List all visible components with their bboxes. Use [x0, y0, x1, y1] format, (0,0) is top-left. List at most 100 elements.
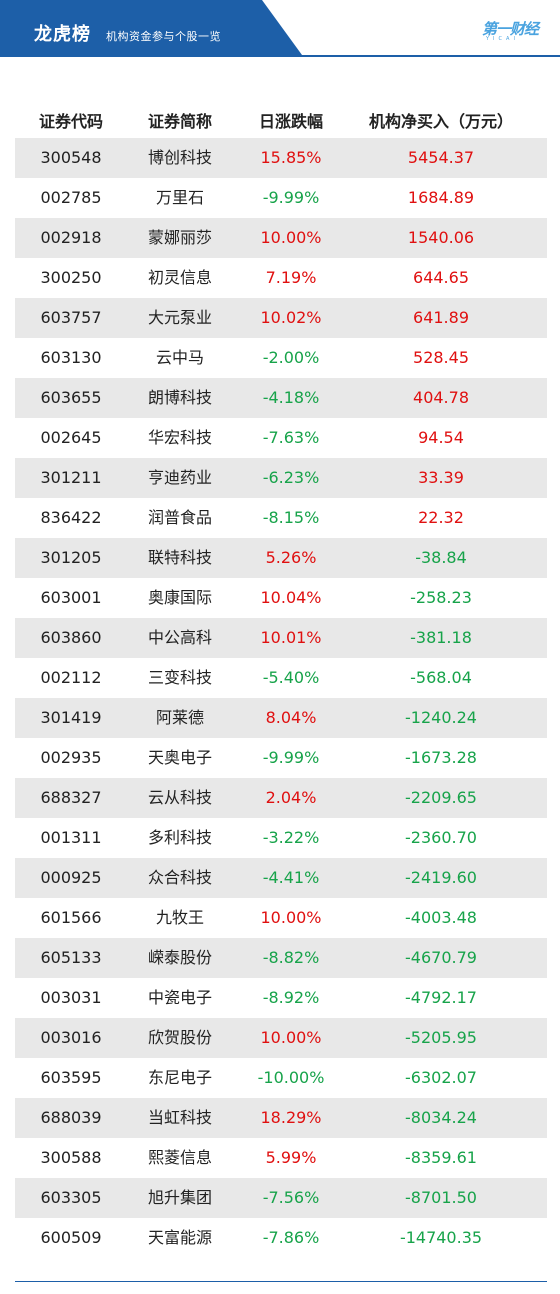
- cell-code: 603130: [40, 348, 102, 367]
- cell-code: 601566: [40, 908, 102, 927]
- column-header-net-buy: 机构净买入（万元）: [368, 112, 514, 131]
- cell-name: 旭升集团: [147, 1188, 213, 1207]
- table-row: 300548 博创科技 15.85% 5454.37: [15, 138, 547, 178]
- cell-name: 万里石: [155, 188, 205, 207]
- cell-code: 603757: [40, 308, 102, 327]
- cell-name: 中瓷电子: [147, 988, 213, 1007]
- cell-code: 300548: [40, 148, 102, 167]
- table-row: 603595 东尼电子 -10.00% -6302.07: [15, 1058, 547, 1098]
- cell-name: 大元泵业: [147, 308, 213, 327]
- cell-change: -8.82%: [262, 948, 320, 967]
- cell-change: -9.99%: [262, 188, 320, 207]
- table-row: 688327 云从科技 2.04% -2209.65: [15, 778, 547, 818]
- cell-name: 众合科技: [147, 868, 213, 887]
- table-row: 002112 三变科技 -5.40% -568.04: [15, 658, 547, 698]
- cell-code: 605133: [40, 948, 102, 967]
- table-row: 003016 欣贺股份 10.00% -5205.95: [15, 1018, 547, 1058]
- cell-code: 003031: [40, 988, 102, 1007]
- cell-name: 嵘泰股份: [147, 948, 213, 967]
- column-header-code: 证券代码: [38, 112, 104, 131]
- cell-change: 7.19%: [265, 268, 317, 287]
- table-row: 002645 华宏科技 -7.63% 94.54: [15, 418, 547, 458]
- cell-change: -10.00%: [257, 1068, 325, 1087]
- table-row: 603860 中公高科 10.01% -381.18: [15, 618, 547, 658]
- cell-name: 润普食品: [147, 508, 213, 527]
- table-row: 605133 嵘泰股份 -8.82% -4670.79: [15, 938, 547, 978]
- cell-name: 初灵信息: [147, 268, 213, 287]
- cell-name: 阿莱德: [155, 708, 205, 727]
- cell-net-buy: 404.78: [413, 388, 469, 407]
- table-row: 001311 多利科技 -3.22% -2360.70: [15, 818, 547, 858]
- cell-code: 603860: [40, 628, 102, 647]
- cell-net-buy: -381.18: [410, 628, 472, 647]
- yicai-logo: 第一财经 YICAI: [482, 18, 546, 44]
- cell-net-buy: 641.89: [413, 308, 469, 327]
- cell-name: 蒙娜丽莎: [147, 228, 213, 247]
- cell-name: 奥康国际: [147, 588, 213, 607]
- cell-change: 8.04%: [265, 708, 317, 727]
- cell-code: 002785: [40, 188, 102, 207]
- cell-name: 熙菱信息: [147, 1148, 213, 1167]
- footer-divider: [15, 1281, 547, 1282]
- table-row: 601566 九牧王 10.00% -4003.48: [15, 898, 547, 938]
- cell-code: 300588: [40, 1148, 102, 1167]
- cell-code: 688327: [40, 788, 102, 807]
- cell-name: 三变科技: [147, 668, 213, 687]
- cell-net-buy: -4792.17: [405, 988, 477, 1007]
- cell-change: 10.04%: [260, 588, 322, 607]
- table-row: 603001 奥康国际 10.04% -258.23: [15, 578, 547, 618]
- cell-name: 亨迪药业: [147, 468, 213, 487]
- cell-code: 002918: [40, 228, 102, 247]
- cell-net-buy: -6302.07: [405, 1068, 477, 1087]
- table-row: 002935 天奥电子 -9.99% -1673.28: [15, 738, 547, 778]
- cell-code: 002112: [40, 668, 102, 687]
- cell-code: 301211: [40, 468, 102, 487]
- table-row: 603305 旭升集团 -7.56% -8701.50: [15, 1178, 547, 1218]
- cell-net-buy: -4003.48: [405, 908, 477, 927]
- cell-code: 000925: [40, 868, 102, 887]
- table-body: 300548 博创科技 15.85% 5454.37 002785 万里石 -9.99% 16…: [15, 138, 547, 1258]
- cell-code: 603305: [40, 1188, 102, 1207]
- cell-code: 003016: [40, 1028, 102, 1047]
- cell-change: 2.04%: [265, 788, 317, 807]
- cell-code: 002935: [40, 748, 102, 767]
- cell-name: 东尼电子: [147, 1068, 213, 1087]
- cell-net-buy: 22.32: [418, 508, 464, 527]
- cell-net-buy: 94.54: [418, 428, 464, 447]
- table-row: 002918 蒙娜丽莎 10.00% 1540.06: [15, 218, 547, 258]
- cell-change: -8.92%: [262, 988, 320, 1007]
- header-divider: [0, 55, 560, 57]
- cell-net-buy: -5205.95: [405, 1028, 477, 1047]
- cell-code: 603595: [40, 1068, 102, 1087]
- table-row: 000925 众合科技 -4.41% -2419.60: [15, 858, 547, 898]
- cell-net-buy: -1673.28: [405, 748, 477, 767]
- cell-code: 600509: [40, 1228, 102, 1247]
- cell-code: 603001: [40, 588, 102, 607]
- cell-name: 九牧王: [155, 908, 205, 927]
- cell-code: 603655: [40, 388, 102, 407]
- cell-code: 836422: [40, 508, 102, 527]
- cell-change: -5.40%: [262, 668, 320, 687]
- table-row: 301419 阿莱德 8.04% -1240.24: [15, 698, 547, 738]
- cell-code: 300250: [40, 268, 102, 287]
- cell-change: -8.15%: [262, 508, 320, 527]
- cell-name: 多利科技: [147, 828, 213, 847]
- cell-change: 10.02%: [260, 308, 322, 327]
- table-row: 300588 熙菱信息 5.99% -8359.61: [15, 1138, 547, 1178]
- cell-name: 当虹科技: [147, 1108, 213, 1127]
- cell-name: 欣贺股份: [147, 1028, 213, 1047]
- cell-net-buy: -4670.79: [405, 948, 477, 967]
- cell-name: 中公高科: [147, 628, 213, 647]
- cell-change: 15.85%: [260, 148, 322, 167]
- cell-change: -7.63%: [262, 428, 320, 447]
- cell-change: 10.00%: [260, 908, 322, 927]
- cell-name: 华宏科技: [147, 428, 213, 447]
- cell-code: 301205: [40, 548, 102, 567]
- table-row: 603757 大元泵业 10.02% 641.89: [15, 298, 547, 338]
- cell-net-buy: -2419.60: [405, 868, 477, 887]
- cell-name: 联特科技: [147, 548, 213, 567]
- cell-change: 5.99%: [265, 1148, 317, 1167]
- cell-code: 001311: [40, 828, 102, 847]
- cell-net-buy: -1240.24: [405, 708, 477, 727]
- table-row: 301211 亨迪药业 -6.23% 33.39: [15, 458, 547, 498]
